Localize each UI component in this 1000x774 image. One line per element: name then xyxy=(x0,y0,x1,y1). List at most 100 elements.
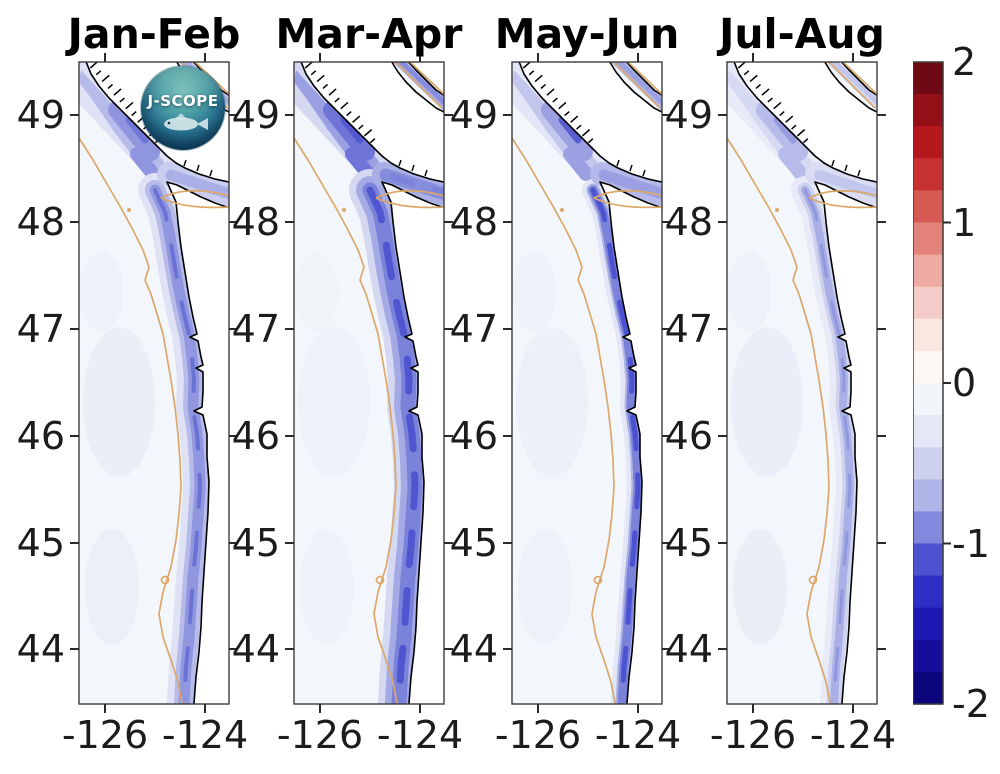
panel-frame xyxy=(726,61,878,705)
depth-contour xyxy=(375,575,385,585)
depth-contour xyxy=(808,189,877,199)
bc-mainland-corner xyxy=(407,62,444,97)
mainland-coast xyxy=(381,181,444,704)
lat-tick-label: 44 xyxy=(16,627,65,671)
mainland-coast xyxy=(166,181,229,704)
lat-tick-label: 48 xyxy=(449,200,498,244)
depth-contour xyxy=(160,189,229,199)
colorbar-segment xyxy=(913,415,943,448)
depth-contour xyxy=(160,575,170,585)
map-panel-may-jun xyxy=(503,53,671,713)
anomaly-band-core xyxy=(590,187,641,704)
anomaly-band-core xyxy=(803,188,852,704)
depth-contour xyxy=(375,189,444,199)
jscope-logo: J-SCOPE xyxy=(141,66,225,150)
colorbar-segment xyxy=(913,222,943,256)
lon-tick-label: -126 xyxy=(276,713,364,757)
lat-tick-label: 46 xyxy=(231,414,280,458)
lat-tick-label: 45 xyxy=(449,521,498,565)
bc-mainland-corner xyxy=(625,62,662,97)
anomaly-band-core xyxy=(366,186,419,704)
lat-tick-label: 48 xyxy=(231,200,280,244)
lat-tick-label: 47 xyxy=(231,307,280,351)
panel-title-jan-feb: Jan-Feb xyxy=(67,10,241,58)
lon-tick-label: -124 xyxy=(161,713,249,757)
colorbar-segment xyxy=(913,190,943,224)
depth-contour xyxy=(408,62,444,96)
panel-frame xyxy=(293,61,445,705)
colorbar-tick-label: -1 xyxy=(952,521,990,566)
panel-frame xyxy=(511,61,663,705)
colorbar-segment xyxy=(913,671,943,705)
depth-contour xyxy=(593,575,603,585)
lat-tick-label: 49 xyxy=(16,93,65,137)
lat-tick-label: 44 xyxy=(231,627,280,671)
lat-tick-label: 46 xyxy=(16,414,65,458)
colorbar-segment xyxy=(913,126,943,159)
colorbar-tick-label: -2 xyxy=(952,682,990,726)
depth-contour xyxy=(394,62,443,109)
colorbar-tick-label: 2 xyxy=(952,40,977,84)
colorbar-segment xyxy=(913,575,943,609)
mainland-coast xyxy=(814,181,877,704)
lat-tick-label: 45 xyxy=(231,521,280,565)
lon-tick-label: -124 xyxy=(594,713,682,757)
lon-tick-label: -124 xyxy=(809,713,897,757)
colorbar-segment xyxy=(913,639,943,673)
panel-title-may-jun: May-Jun xyxy=(494,10,680,58)
mainland-coast xyxy=(599,181,662,704)
depth-contour xyxy=(626,62,662,96)
lat-tick-label: 48 xyxy=(16,200,65,244)
depth-contour xyxy=(727,137,831,704)
anomaly-band-core xyxy=(153,188,202,704)
depth-contour xyxy=(79,137,183,704)
colorbar-segment xyxy=(913,383,943,416)
colorbar-tick-label: 1 xyxy=(952,200,977,245)
colorbar-segment xyxy=(913,158,943,191)
depth-contour xyxy=(294,137,398,704)
lat-tick-label: 44 xyxy=(664,627,713,671)
colorbar-segment xyxy=(913,479,943,512)
colorbar-segment xyxy=(913,318,943,352)
map-panel-mar-apr xyxy=(285,53,453,713)
colorbar-segment xyxy=(913,447,943,480)
fish-icon xyxy=(164,113,208,131)
lon-tick-label: -124 xyxy=(376,713,464,757)
depth-contour xyxy=(827,62,876,109)
lat-tick-label: 46 xyxy=(449,414,498,458)
depth-contour xyxy=(160,197,229,209)
lon-tick-label: -126 xyxy=(61,713,149,757)
vancouver-island-coast xyxy=(518,62,662,183)
lat-tick-label: 47 xyxy=(449,307,498,351)
lon-tick-label: -126 xyxy=(709,713,797,757)
lat-tick-label: 49 xyxy=(231,93,280,137)
lat-tick-label: 45 xyxy=(16,521,65,565)
lat-tick-label: 44 xyxy=(449,627,498,671)
lat-tick-label: 47 xyxy=(16,307,65,351)
colorbar-segment xyxy=(913,543,943,577)
colorbar xyxy=(913,61,951,705)
lat-tick-label: 48 xyxy=(664,200,713,244)
lat-tick-label: 49 xyxy=(664,93,713,137)
colorbar-segment xyxy=(913,94,943,127)
colorbar-segment xyxy=(913,511,943,545)
jscope-logo-text: J-SCOPE xyxy=(147,92,219,110)
vancouver-island-coast xyxy=(733,62,877,183)
depth-contour xyxy=(375,197,444,209)
lat-tick-label: 45 xyxy=(664,521,713,565)
panel-frame xyxy=(78,61,230,705)
depth-contour xyxy=(808,575,818,585)
lat-tick-label: 47 xyxy=(664,307,713,351)
lat-tick-label: 46 xyxy=(664,414,713,458)
depth-contour xyxy=(808,197,877,209)
depth-contour xyxy=(593,197,662,209)
panel-title-jul-aug: Jul-Aug xyxy=(719,10,885,58)
colorbar-segment xyxy=(913,254,943,288)
depth-contour xyxy=(593,189,662,199)
lat-tick-label: 49 xyxy=(449,93,498,137)
colorbar-segment xyxy=(913,286,943,320)
map-panel-jul-aug xyxy=(718,53,886,713)
colorbar-segment xyxy=(913,62,943,95)
colorbar-segment xyxy=(913,350,943,384)
